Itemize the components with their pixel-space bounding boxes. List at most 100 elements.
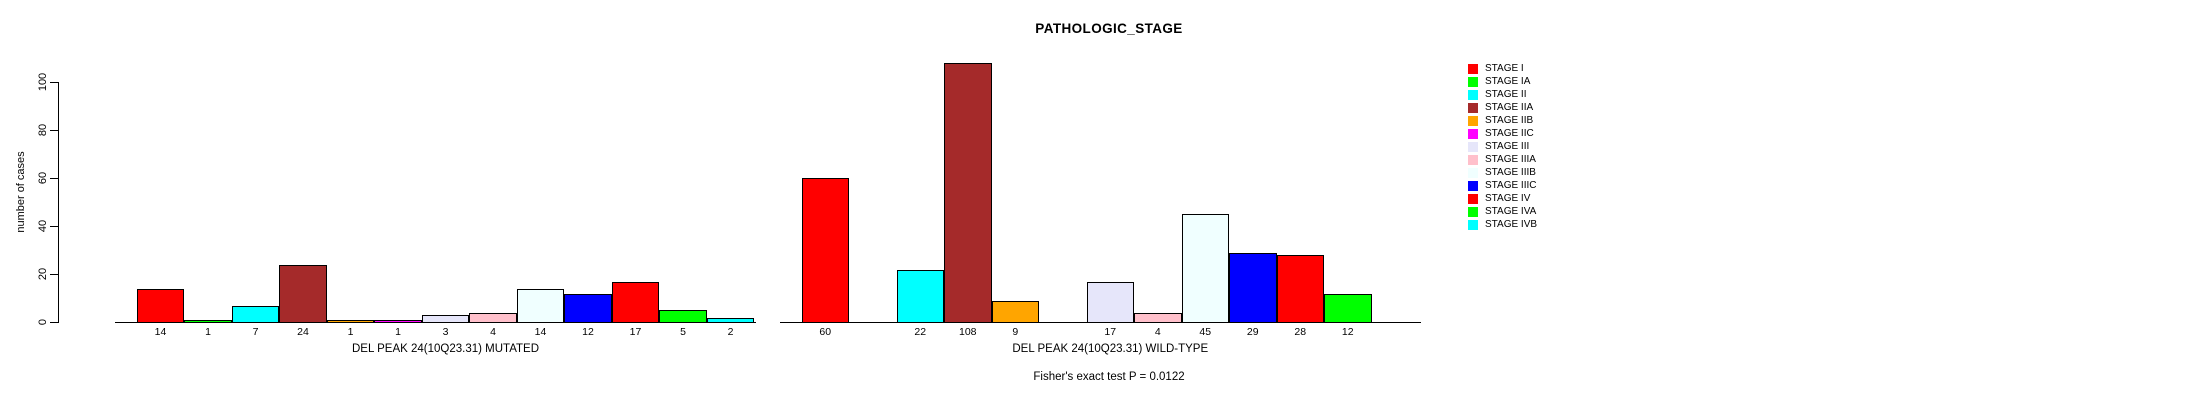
bar-value-label: 1 <box>205 326 211 338</box>
y-tick-label: 40 <box>37 220 49 233</box>
bar-stage-iiic <box>564 293 612 324</box>
legend-swatch <box>1468 103 1478 113</box>
bar-value-label: 1 <box>347 326 354 338</box>
bar-value-label: 24 <box>297 326 309 338</box>
legend-swatch <box>1468 207 1478 217</box>
legend-item: STAGE IIB <box>1468 115 1598 128</box>
bar-value-label: 3 <box>442 326 449 338</box>
bar-value-label: 4 <box>1154 326 1161 338</box>
bar-value-label: 45 <box>1199 326 1212 338</box>
legend-label: STAGE II <box>1485 89 1527 100</box>
y-axis-title: number of cases <box>15 151 27 233</box>
legend-item: STAGE IV <box>1468 193 1598 206</box>
legend-label: STAGE I <box>1485 63 1524 74</box>
bar-value-label: 7 <box>252 326 259 338</box>
bar-value-label: 14 <box>154 326 167 338</box>
legend-label: STAGE IIA <box>1485 102 1534 113</box>
legend-swatch <box>1468 194 1478 204</box>
bar-stage-iib <box>326 320 375 324</box>
bar-stage-iib <box>991 300 1039 324</box>
bar-value-label: 9 <box>1012 326 1019 338</box>
legend-item: STAGE IIIC <box>1468 180 1598 193</box>
bar-stage-iii <box>421 315 470 324</box>
bar-value-label: 2 <box>727 326 734 338</box>
bar-stage-i <box>801 178 849 324</box>
y-tick <box>50 130 58 132</box>
legend-item: STAGE IA <box>1468 76 1598 89</box>
y-tick-label: 80 <box>37 124 49 137</box>
legend-item: STAGE I <box>1468 63 1598 76</box>
bar-stage-iia <box>944 63 992 324</box>
bar-value-label: 5 <box>680 326 686 338</box>
bar-value-label: 60 <box>819 326 832 338</box>
legend-label: STAGE IVA <box>1485 206 1537 217</box>
legend-label: STAGE IIIC <box>1485 180 1537 191</box>
y-tick-label: 100 <box>37 73 49 92</box>
legend-label: STAGE IA <box>1485 76 1531 87</box>
legend-item: STAGE IIC <box>1468 128 1598 141</box>
legend-item: STAGE II <box>1468 89 1598 102</box>
bar-stage-ia <box>184 320 232 324</box>
y-tick-label: 60 <box>37 172 49 185</box>
legend-swatch <box>1468 155 1478 165</box>
bar-stage-iiib <box>516 288 565 324</box>
legend-item: STAGE IVA <box>1468 206 1598 219</box>
legend-label: STAGE IV <box>1485 193 1531 204</box>
bar-value-label: 108 <box>958 326 977 338</box>
legend-swatch <box>1468 181 1478 191</box>
y-tick-label: 0 <box>37 319 49 326</box>
legend-swatch <box>1468 116 1478 126</box>
bar-value-label: 1 <box>395 326 401 338</box>
legend-swatch <box>1468 77 1478 87</box>
bar-stage-iv <box>611 281 660 324</box>
bar-value-label: 17 <box>1104 326 1117 338</box>
legend-item: STAGE III <box>1468 141 1598 154</box>
bar-stage-iic <box>374 320 422 324</box>
bar-stage-iii <box>1086 281 1134 324</box>
bar-value-label: 4 <box>490 326 496 338</box>
x-axis-label: DEL PEAK 24(10Q23.31) WILD-TYPE <box>1012 343 1209 355</box>
legend-swatch <box>1468 220 1478 230</box>
y-tick <box>50 82 58 84</box>
legend-swatch <box>1468 129 1478 139</box>
bar-value-label: 12 <box>1341 326 1354 338</box>
legend-label: STAGE IVB <box>1485 219 1538 230</box>
legend-item: STAGE IIIA <box>1468 154 1598 167</box>
bar-value-label: 28 <box>1294 326 1307 338</box>
bar-value-label: 12 <box>582 326 594 338</box>
x-axis-label: DEL PEAK 24(10Q23.31) MUTATED <box>351 343 540 355</box>
y-tick <box>50 274 58 276</box>
legend-label: STAGE IIB <box>1485 115 1534 126</box>
legend-label: STAGE IIIB <box>1485 167 1536 178</box>
bar-value-label: 17 <box>629 326 642 338</box>
legend-swatch <box>1468 168 1478 178</box>
legend-swatch <box>1468 64 1478 74</box>
bar-stage-iiic <box>1229 252 1277 324</box>
legend-item: STAGE IVB <box>1468 219 1598 232</box>
bar-stage-iva <box>659 310 707 324</box>
bar-stage-ii <box>231 305 280 324</box>
legend-label: STAGE III <box>1485 141 1530 152</box>
y-axis-line <box>58 82 59 324</box>
bar-stage-iva <box>1324 293 1372 324</box>
fisher-test-annotation: Fisher's exact test P = 0.0122 <box>1033 371 1185 383</box>
bar-value-label: 14 <box>534 326 547 338</box>
y-tick <box>50 226 58 228</box>
chart-title: PATHOLOGIC_STAGE <box>1035 21 1183 36</box>
bar-value-label: 22 <box>914 326 927 338</box>
legend-item: STAGE IIIB <box>1468 167 1598 180</box>
legend-label: STAGE IIC <box>1485 128 1534 139</box>
y-tick <box>50 322 58 324</box>
legend-item: STAGE IIA <box>1468 102 1598 115</box>
bar-stage-iia <box>279 264 327 324</box>
bar-stage-iiib <box>1181 214 1229 324</box>
bar-stage-iiia <box>1134 312 1182 324</box>
bar-stage-ivb <box>706 317 755 324</box>
bar-stage-ii <box>896 269 944 324</box>
bar-value-label: 29 <box>1246 326 1259 338</box>
legend-swatch <box>1468 142 1478 152</box>
bar-stage-i <box>136 288 185 324</box>
y-tick <box>50 178 58 180</box>
bar-stage-iiia <box>469 312 517 324</box>
